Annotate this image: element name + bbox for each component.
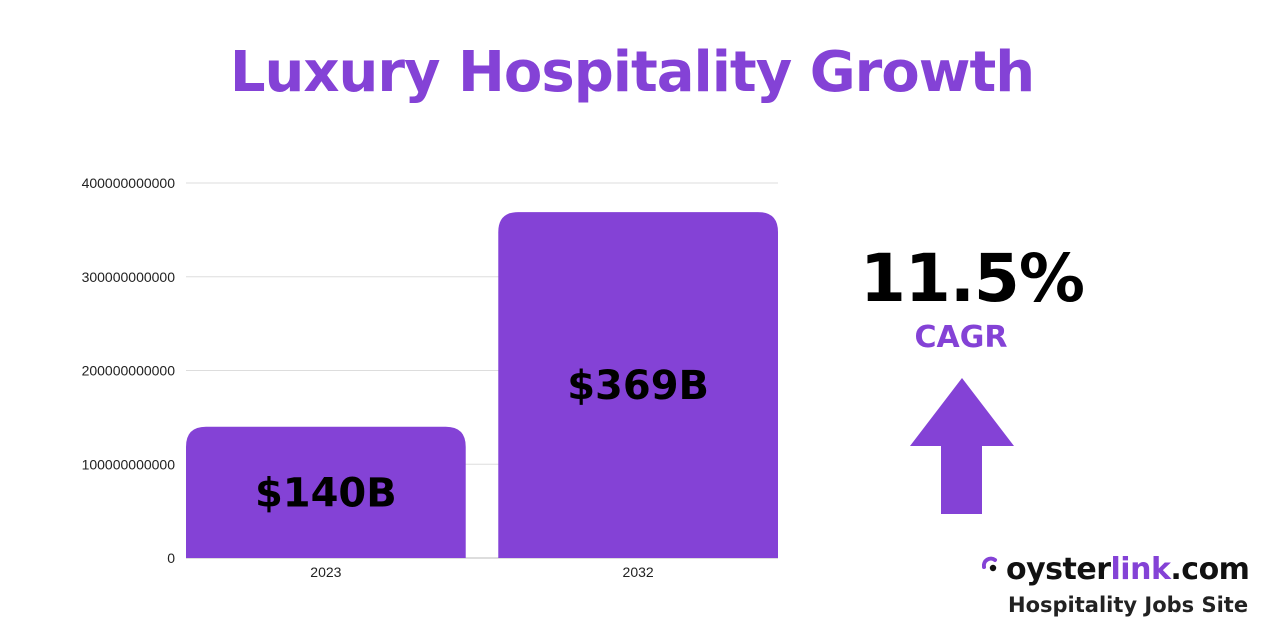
bar-data-label: $140B [255, 470, 397, 516]
brand-name-part1: oyster [1006, 552, 1111, 587]
y-axis-tick-labels: 0 100000000000 200000000000 300000000000 400… [82, 175, 176, 566]
cagr-value: 11.5% [860, 240, 1085, 317]
cagr-label: CAGR [914, 320, 1008, 355]
bar-data-label: $369B [567, 363, 709, 409]
brand-name-part3: .com [1170, 552, 1250, 587]
x-tick-label: 2032 [623, 564, 654, 580]
bar-data-labels: $140B $369B [255, 363, 709, 516]
bar-2023 [186, 426, 466, 558]
brand-tagline: Hospitality Jobs Site [1008, 593, 1249, 617]
brand-name-part2: link [1110, 552, 1171, 587]
y-tick-label: 200000000000 [82, 363, 176, 379]
x-tick-label: 2023 [310, 564, 341, 580]
bar-2032 [498, 212, 778, 558]
brand-wordmark: oyster link .com [980, 552, 1250, 588]
x-axis-tick-labels: 2023 2032 [310, 564, 654, 580]
y-tick-label: 0 [167, 550, 175, 566]
brand-block: oyster link .com Hospitality Jobs Site [980, 552, 1250, 622]
y-tick-label: 400000000000 [82, 175, 176, 191]
bar-chart: 0 100000000000 200000000000 300000000000 400… [82, 175, 778, 580]
chart-bars [186, 212, 778, 558]
up-arrow-icon [910, 378, 1014, 514]
oysterlink-logo-icon [981, 556, 997, 572]
page-title: Luxury Hospitality Growth [229, 40, 1035, 105]
y-tick-label: 300000000000 [82, 269, 176, 285]
y-tick-label: 100000000000 [82, 456, 176, 472]
